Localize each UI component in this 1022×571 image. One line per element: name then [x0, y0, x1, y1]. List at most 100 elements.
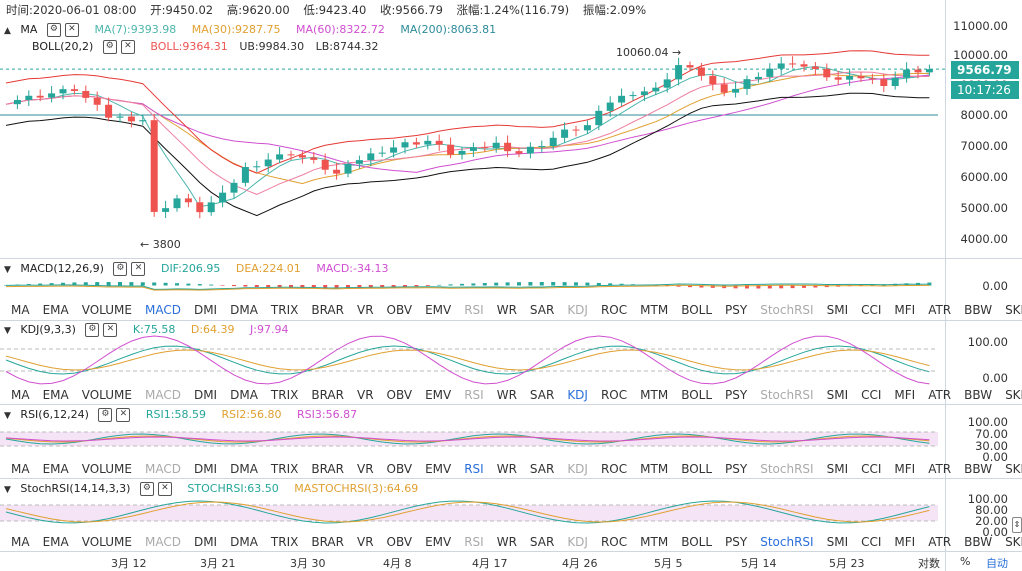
close-icon[interactable]: ✕: [131, 262, 146, 276]
tab-vr[interactable]: VR: [356, 388, 374, 402]
tab-ma[interactable]: MA: [11, 535, 30, 549]
tab-stochrsi[interactable]: StochRSI: [760, 462, 814, 476]
gear-icon[interactable]: ⚙: [98, 408, 113, 422]
tab-atr[interactable]: ATR: [928, 535, 952, 549]
tab-smi[interactable]: SMI: [826, 303, 849, 317]
tab-emv[interactable]: EMV: [425, 388, 452, 402]
tab-rsi[interactable]: RSI: [464, 303, 484, 317]
tab-ma[interactable]: MA: [11, 388, 30, 402]
collapse-icon[interactable]: ▲: [4, 26, 11, 36]
tab-volume[interactable]: VOLUME: [81, 303, 132, 317]
tab-skdj[interactable]: SKDJ: [1005, 535, 1022, 549]
tab-atr[interactable]: ATR: [928, 303, 952, 317]
tab-mtm[interactable]: MTM: [640, 388, 669, 402]
tab-vr[interactable]: VR: [356, 303, 374, 317]
tab-obv[interactable]: OBV: [386, 535, 413, 549]
tab-wr[interactable]: WR: [496, 388, 517, 402]
tab-trix[interactable]: TRIX: [270, 303, 299, 317]
tab-boll[interactable]: BOLL: [681, 388, 713, 402]
tab-stochrsi[interactable]: StochRSI: [760, 388, 814, 402]
close-icon[interactable]: ✕: [120, 40, 135, 54]
tab-vr[interactable]: VR: [356, 462, 374, 476]
tab-boll[interactable]: BOLL: [681, 303, 713, 317]
tab-volume[interactable]: VOLUME: [81, 388, 132, 402]
tab-mtm[interactable]: MTM: [640, 535, 669, 549]
collapse-icon[interactable]: ▼: [4, 485, 11, 495]
tab-sar[interactable]: SAR: [529, 535, 555, 549]
tab-mfi[interactable]: MFI: [894, 535, 916, 549]
tab-ema[interactable]: EMA: [42, 388, 69, 402]
tab-brar[interactable]: BRAR: [311, 535, 344, 549]
gear-icon[interactable]: ⚙: [102, 40, 117, 54]
tab-wr[interactable]: WR: [496, 535, 517, 549]
tab-smi[interactable]: SMI: [826, 388, 849, 402]
tab-kdj[interactable]: KDJ: [567, 388, 588, 402]
tab-trix[interactable]: TRIX: [270, 535, 299, 549]
tab-emv[interactable]: EMV: [425, 462, 452, 476]
tab-skdj[interactable]: SKDJ: [1005, 388, 1022, 402]
tab-emv[interactable]: EMV: [425, 303, 452, 317]
tab-boll[interactable]: BOLL: [681, 535, 713, 549]
close-icon[interactable]: ✕: [103, 323, 118, 337]
gear-icon[interactable]: ⚙: [113, 262, 128, 276]
tab-roc[interactable]: ROC: [600, 388, 628, 402]
tab-bbw[interactable]: BBW: [964, 535, 993, 549]
tab-vr[interactable]: VR: [356, 535, 374, 549]
tab-atr[interactable]: ATR: [928, 388, 952, 402]
tab-ma[interactable]: MA: [11, 462, 30, 476]
tab-dmi[interactable]: DMI: [193, 462, 218, 476]
gear-icon[interactable]: ⚙: [139, 482, 154, 496]
tab-dmi[interactable]: DMI: [193, 535, 218, 549]
tab-obv[interactable]: OBV: [386, 388, 413, 402]
auto-scale-toggle[interactable]: 自动: [986, 557, 1008, 570]
tab-dma[interactable]: DMA: [230, 388, 258, 402]
tab-kdj[interactable]: KDJ: [567, 303, 588, 317]
log-scale-toggle[interactable]: 对数: [918, 557, 940, 570]
tab-wr[interactable]: WR: [496, 303, 517, 317]
tab-bbw[interactable]: BBW: [964, 303, 993, 317]
tab-roc[interactable]: ROC: [600, 535, 628, 549]
tab-trix[interactable]: TRIX: [270, 388, 299, 402]
tab-cci[interactable]: CCI: [861, 303, 882, 317]
tab-macd[interactable]: MACD: [144, 462, 181, 476]
tab-mfi[interactable]: MFI: [894, 388, 916, 402]
tab-sar[interactable]: SAR: [529, 462, 555, 476]
tab-sar[interactable]: SAR: [529, 303, 555, 317]
tab-kdj[interactable]: KDJ: [567, 535, 588, 549]
tab-ema[interactable]: EMA: [42, 462, 69, 476]
tab-dma[interactable]: DMA: [230, 303, 258, 317]
tab-stochrsi[interactable]: StochRSI: [760, 535, 814, 549]
tab-stochrsi[interactable]: StochRSI: [760, 303, 814, 317]
tab-dmi[interactable]: DMI: [193, 388, 218, 402]
tab-obv[interactable]: OBV: [386, 462, 413, 476]
tab-mfi[interactable]: MFI: [894, 462, 916, 476]
tab-psy[interactable]: PSY: [725, 462, 748, 476]
tab-roc[interactable]: ROC: [600, 462, 628, 476]
gear-icon[interactable]: ⚙: [46, 23, 61, 37]
tab-sar[interactable]: SAR: [529, 388, 555, 402]
tab-ema[interactable]: EMA: [42, 303, 69, 317]
tab-trix[interactable]: TRIX: [270, 462, 299, 476]
tab-brar[interactable]: BRAR: [311, 462, 344, 476]
tab-dmi[interactable]: DMI: [193, 303, 218, 317]
tab-roc[interactable]: ROC: [600, 303, 628, 317]
tab-mtm[interactable]: MTM: [640, 462, 669, 476]
tab-cci[interactable]: CCI: [861, 535, 882, 549]
tab-volume[interactable]: VOLUME: [81, 462, 132, 476]
resize-handle-icon[interactable]: ⇕: [1012, 517, 1022, 533]
tab-psy[interactable]: PSY: [725, 535, 748, 549]
tab-macd[interactable]: MACD: [144, 535, 181, 549]
percent-scale-toggle[interactable]: %: [960, 555, 971, 568]
tab-brar[interactable]: BRAR: [311, 303, 344, 317]
close-icon[interactable]: ✕: [116, 408, 131, 422]
tab-smi[interactable]: SMI: [826, 462, 849, 476]
tab-macd[interactable]: MACD: [144, 303, 181, 317]
tab-dma[interactable]: DMA: [230, 535, 258, 549]
tab-obv[interactable]: OBV: [386, 303, 413, 317]
collapse-icon[interactable]: ▼: [4, 265, 11, 275]
tab-emv[interactable]: EMV: [425, 535, 452, 549]
collapse-icon[interactable]: ▼: [4, 326, 11, 336]
tab-rsi[interactable]: RSI: [464, 388, 484, 402]
tab-ema[interactable]: EMA: [42, 535, 69, 549]
